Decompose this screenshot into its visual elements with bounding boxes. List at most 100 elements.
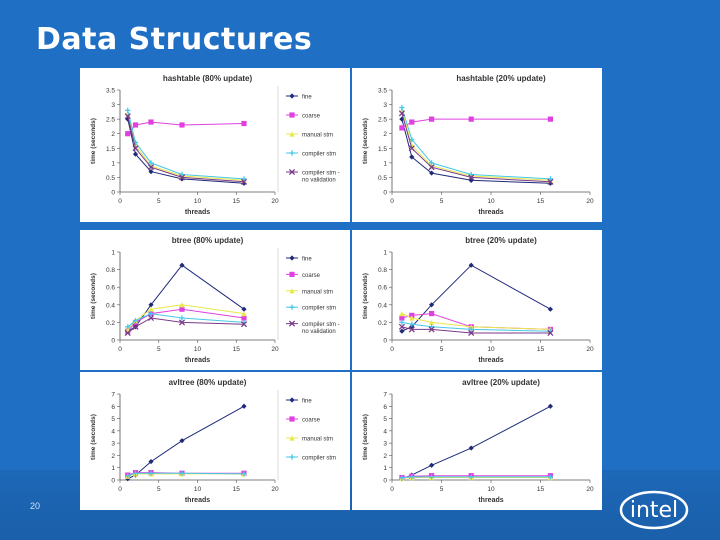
x-axis-label: threads — [478, 497, 503, 504]
x-axis-label: threads — [185, 497, 210, 504]
y-tick-label: 0 — [383, 478, 387, 485]
series-line — [127, 110, 245, 180]
series-compiler-stm-no-validation — [124, 314, 248, 337]
data-point — [179, 315, 185, 321]
y-tick-label: 0.5 — [378, 175, 387, 182]
legend-item: fine — [286, 93, 312, 101]
data-point — [178, 174, 186, 181]
series-compiler-stm — [399, 474, 553, 481]
data-point — [399, 311, 405, 317]
x-tick-label: 5 — [440, 346, 444, 353]
series-line — [127, 405, 245, 480]
legend-marker — [289, 150, 295, 156]
legend-marker — [289, 304, 295, 310]
chart-svg: hashtable (80% update) 0 0.5 1 1.5 2 2.5 3 3.5 0 5… — [90, 74, 340, 216]
chart-svg: btree (80% update)00.20.40.60.810 5 10 15 20… — [90, 236, 340, 364]
data-point — [409, 321, 415, 327]
legend-label: coarse — [302, 418, 321, 424]
data-point — [179, 470, 185, 476]
data-point — [409, 312, 415, 318]
y-tick-label: 4 — [111, 428, 115, 435]
data-point — [148, 119, 154, 125]
data-point — [124, 329, 131, 337]
data-point — [409, 474, 415, 480]
data-point — [468, 326, 474, 333]
series-compiler-stm-no-validation — [124, 113, 248, 185]
y-tick-label: 5 — [111, 416, 115, 423]
y-tick-label: 3 — [111, 102, 115, 109]
data-point — [179, 171, 185, 178]
data-point — [178, 319, 186, 326]
data-point — [409, 315, 415, 321]
x-tick-label: 15 — [537, 198, 545, 205]
data-point — [468, 171, 474, 178]
data-point — [125, 473, 131, 479]
legend-marker — [288, 168, 296, 176]
x-tick-label: 5 — [157, 346, 161, 353]
y-tick-label: 2 — [383, 131, 387, 138]
data-point — [398, 110, 405, 117]
y-tick-label: 1 — [111, 465, 115, 472]
data-point — [132, 470, 139, 476]
series-line — [401, 107, 551, 180]
series-fine — [125, 116, 247, 186]
y-tick-label: 0.2 — [106, 320, 115, 327]
legend-label: coarse — [302, 273, 321, 279]
series-line — [127, 473, 244, 477]
data-point — [398, 323, 405, 330]
data-point — [132, 323, 139, 330]
chart-svg: avltree (80% update) 0 1 2 3 4 5 6 7 0 5 10 15 20 thre… — [90, 378, 336, 504]
y-tick-label: 1 — [383, 160, 387, 167]
legend-label-cont: no validation — [302, 178, 336, 184]
intel-logo-text: intel — [630, 498, 678, 523]
x-tick-label: 10 — [487, 346, 495, 353]
legend-item: fine — [286, 255, 312, 263]
y-tick-label: 0.5 — [106, 175, 115, 182]
x-tick-label: 0 — [390, 486, 394, 493]
series-line — [127, 118, 245, 184]
legend-marker — [288, 320, 296, 327]
legend-label: coarse — [302, 114, 321, 120]
y-tick-label: 1.5 — [106, 146, 115, 153]
y-tick-label: 1 — [111, 160, 115, 167]
data-point — [468, 116, 474, 122]
data-point — [125, 107, 131, 113]
series-line — [401, 264, 551, 332]
x-tick-label: 15 — [537, 346, 545, 353]
y-tick-label: 0.6 — [106, 285, 115, 292]
legend-marker — [289, 271, 295, 277]
x-tick-label: 10 — [194, 198, 202, 205]
x-tick-label: 20 — [271, 346, 279, 353]
legend-marker — [289, 255, 295, 261]
series-coarse — [125, 306, 247, 334]
series-manual-stm — [125, 110, 247, 183]
data-point — [132, 318, 139, 324]
data-point — [428, 326, 435, 333]
series-fine — [399, 262, 553, 334]
data-point — [132, 122, 139, 128]
x-tick-label: 20 — [271, 198, 279, 205]
data-point — [399, 315, 405, 321]
y-axis-label: time (seconds) — [90, 414, 97, 460]
y-tick-label: 3 — [383, 441, 387, 448]
x-tick-label: 20 — [271, 486, 279, 493]
data-point — [132, 151, 139, 157]
data-point — [132, 145, 139, 152]
legend-label: fine — [302, 257, 312, 263]
intel-logo: intel — [619, 490, 689, 530]
chart-hashtable-80: hashtable (80% update) 0 0.5 1 1.5 2 2.5 3 3.5 0 5… — [80, 68, 350, 222]
legend-item: compiler stm — [286, 150, 336, 158]
legend-label: manual stm — [302, 133, 333, 139]
data-point — [409, 119, 415, 125]
data-point — [179, 176, 185, 182]
data-point — [125, 131, 131, 137]
y-axis-label: time (seconds) — [90, 273, 97, 319]
chart-svg: avltree (20% update) 0 1 2 3 4 5 6 7 0 5 10 15 20 thre… — [362, 378, 594, 504]
data-point — [147, 164, 155, 171]
legend-label: compiler stm — [302, 456, 336, 462]
data-point — [148, 311, 154, 317]
series-fine — [125, 262, 247, 334]
data-point — [147, 314, 155, 322]
data-point — [429, 160, 435, 166]
series-compiler-stm — [399, 104, 553, 182]
